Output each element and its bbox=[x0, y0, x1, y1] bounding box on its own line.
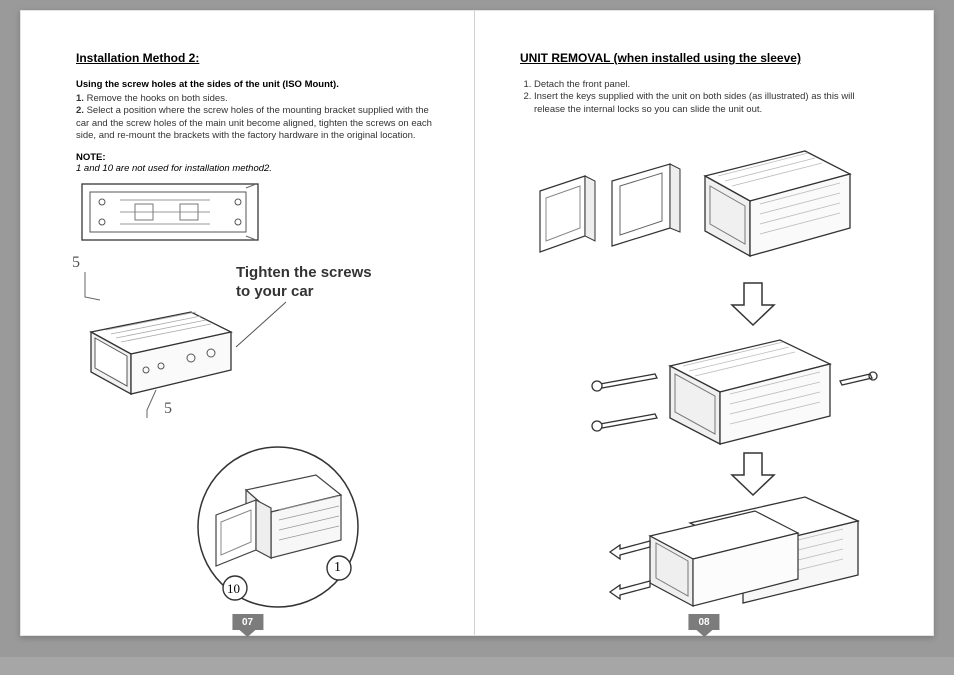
footer-bar bbox=[0, 657, 954, 675]
diagram-iso-unit bbox=[71, 292, 241, 402]
circled-10: 10 bbox=[227, 581, 240, 597]
callout-5-bottom: 5 bbox=[164, 400, 172, 418]
left-steps: 1. Remove the hooks on both sides. 2. Se… bbox=[76, 93, 434, 142]
page-number-left: 07 bbox=[232, 614, 263, 630]
manual-spread: Installation Method 2: Using the screw h… bbox=[20, 10, 934, 636]
tighten-label: Tighten the screws to your car bbox=[236, 264, 426, 302]
right-steps: Detach the front panel. Insert the keys … bbox=[520, 79, 878, 116]
page-number-right-wrap: 08 bbox=[688, 619, 719, 635]
page-right: UNIT REMOVAL (when installed using the s… bbox=[474, 11, 933, 635]
callout-5-top: 5 bbox=[72, 254, 80, 272]
diagram-removal-step3 bbox=[580, 491, 880, 621]
page-left: Installation Method 2: Using the screw h… bbox=[21, 11, 474, 635]
diagram-circle-detail bbox=[191, 440, 366, 615]
page-number-left-wrap: 07 bbox=[232, 619, 263, 635]
note-text: 1 and 10 are not used for installation m… bbox=[76, 163, 434, 174]
circled-1: 1 bbox=[334, 560, 341, 576]
left-diagrams: 5 bbox=[76, 182, 434, 590]
diagram-side-view bbox=[80, 182, 260, 242]
tighten-leader bbox=[226, 302, 296, 362]
left-subtitle: Using the screw holes at the sides of th… bbox=[76, 79, 434, 90]
diagram-removal-step2 bbox=[585, 326, 875, 461]
arrow-down-1 bbox=[730, 281, 776, 327]
diagram-removal-step1 bbox=[530, 136, 860, 286]
left-title: Installation Method 2: bbox=[76, 51, 434, 65]
note-label: NOTE: bbox=[76, 152, 434, 163]
page-number-right: 08 bbox=[688, 614, 719, 630]
right-diagrams bbox=[520, 136, 878, 596]
right-title: UNIT REMOVAL (when installed using the s… bbox=[520, 51, 878, 65]
